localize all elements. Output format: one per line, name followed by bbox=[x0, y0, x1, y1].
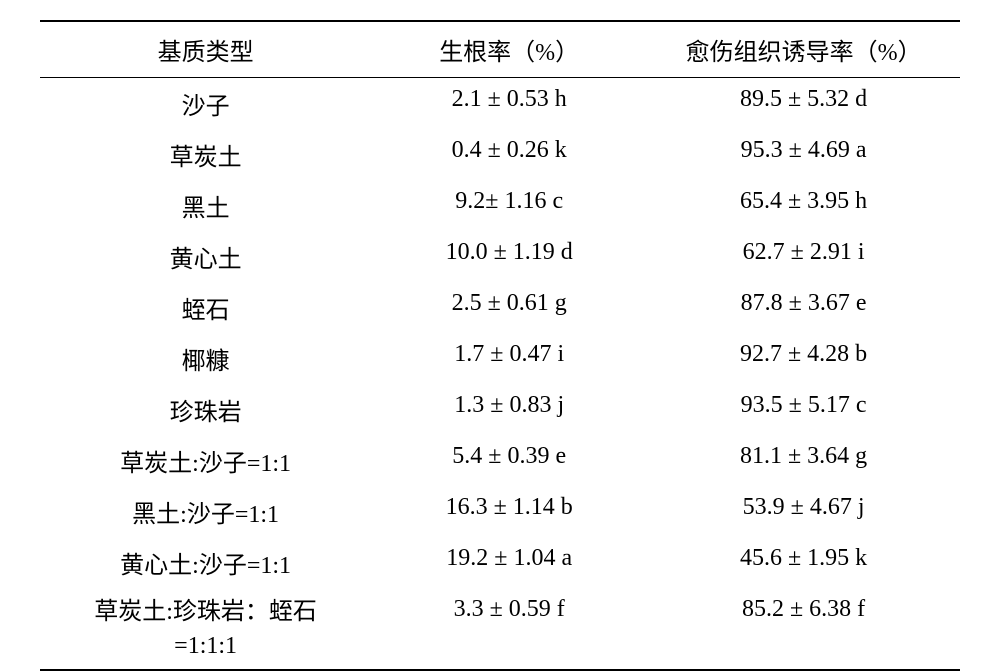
table-row: 珍珠岩 1.3 ± 0.83 j 93.5 ± 5.17 c bbox=[40, 384, 960, 435]
table-row: 黄心土 10.0 ± 1.19 d 62.7 ± 2.91 i bbox=[40, 231, 960, 282]
cell-substrate: 黑土 bbox=[40, 180, 371, 231]
cell-substrate: 蛭石 bbox=[40, 282, 371, 333]
cell-substrate: 黄心土:沙子=1:1 bbox=[40, 537, 371, 588]
table-row: 草炭土:沙子=1:1 5.4 ± 0.39 e 81.1 ± 3.64 g bbox=[40, 435, 960, 486]
cell-substrate: 草炭土:珍珠岩：蛭石 =1:1:1 bbox=[40, 588, 371, 670]
cell-callus: 95.3 ± 4.69 a bbox=[647, 129, 960, 180]
cell-substrate-line2: =1:1:1 bbox=[44, 630, 367, 664]
table-row: 黄心土:沙子=1:1 19.2 ± 1.04 a 45.6 ± 1.95 k bbox=[40, 537, 960, 588]
cell-rooting: 3.3 ± 0.59 f bbox=[371, 588, 647, 670]
cell-rooting: 2.1 ± 0.53 h bbox=[371, 78, 647, 130]
cell-substrate: 草炭土 bbox=[40, 129, 371, 180]
cell-rooting: 1.3 ± 0.83 j bbox=[371, 384, 647, 435]
table-row: 蛭石 2.5 ± 0.61 g 87.8 ± 3.67 e bbox=[40, 282, 960, 333]
cell-substrate: 黑土:沙子=1:1 bbox=[40, 486, 371, 537]
cell-callus: 53.9 ± 4.67 j bbox=[647, 486, 960, 537]
table-row: 黑土:沙子=1:1 16.3 ± 1.14 b 53.9 ± 4.67 j bbox=[40, 486, 960, 537]
cell-callus: 62.7 ± 2.91 i bbox=[647, 231, 960, 282]
cell-rooting: 2.5 ± 0.61 g bbox=[371, 282, 647, 333]
cell-substrate: 珍珠岩 bbox=[40, 384, 371, 435]
cell-rooting: 16.3 ± 1.14 b bbox=[371, 486, 647, 537]
cell-callus: 87.8 ± 3.67 e bbox=[647, 282, 960, 333]
cell-substrate: 沙子 bbox=[40, 78, 371, 130]
cell-callus: 45.6 ± 1.95 k bbox=[647, 537, 960, 588]
cell-rooting: 0.4 ± 0.26 k bbox=[371, 129, 647, 180]
cell-rooting: 1.7 ± 0.47 i bbox=[371, 333, 647, 384]
cell-callus: 65.4 ± 3.95 h bbox=[647, 180, 960, 231]
cell-callus: 81.1 ± 3.64 g bbox=[647, 435, 960, 486]
table-row: 沙子 2.1 ± 0.53 h 89.5 ± 5.32 d bbox=[40, 78, 960, 130]
cell-substrate: 黄心土 bbox=[40, 231, 371, 282]
data-table: 基质类型 生根率（%） 愈伤组织诱导率（%） 沙子 2.1 ± 0.53 h 8… bbox=[40, 20, 960, 671]
cell-callus: 85.2 ± 6.38 f bbox=[647, 588, 960, 670]
cell-substrate: 草炭土:沙子=1:1 bbox=[40, 435, 371, 486]
col-header-rooting-rate: 生根率（%） bbox=[371, 21, 647, 78]
cell-rooting: 5.4 ± 0.39 e bbox=[371, 435, 647, 486]
cell-substrate: 椰糠 bbox=[40, 333, 371, 384]
table-row: 椰糠 1.7 ± 0.47 i 92.7 ± 4.28 b bbox=[40, 333, 960, 384]
cell-callus: 92.7 ± 4.28 b bbox=[647, 333, 960, 384]
col-header-substrate: 基质类型 bbox=[40, 21, 371, 78]
cell-rooting: 19.2 ± 1.04 a bbox=[371, 537, 647, 588]
cell-callus: 89.5 ± 5.32 d bbox=[647, 78, 960, 130]
table-header-row: 基质类型 生根率（%） 愈伤组织诱导率（%） bbox=[40, 21, 960, 78]
table-row: 黑土 9.2± 1.16 c 65.4 ± 3.95 h bbox=[40, 180, 960, 231]
col-header-callus-rate: 愈伤组织诱导率（%） bbox=[647, 21, 960, 78]
cell-rooting: 9.2± 1.16 c bbox=[371, 180, 647, 231]
cell-rooting: 10.0 ± 1.19 d bbox=[371, 231, 647, 282]
table-row: 草炭土 0.4 ± 0.26 k 95.3 ± 4.69 a bbox=[40, 129, 960, 180]
cell-callus: 93.5 ± 5.17 c bbox=[647, 384, 960, 435]
table-row: 草炭土:珍珠岩：蛭石 =1:1:1 3.3 ± 0.59 f 85.2 ± 6.… bbox=[40, 588, 960, 670]
